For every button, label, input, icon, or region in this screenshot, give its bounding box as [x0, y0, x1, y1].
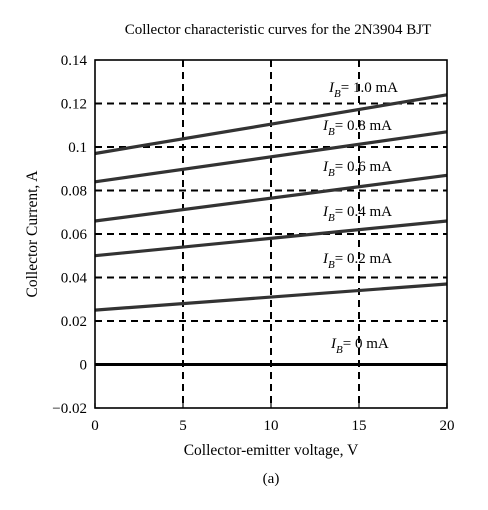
series-line	[94, 219, 448, 258]
y-tick-label: 0.12	[61, 97, 87, 113]
x-tick-label: 15	[352, 418, 367, 434]
series-line	[94, 93, 448, 156]
x-tick-label: 5	[179, 418, 187, 434]
y-tick-label: 0.06	[61, 227, 88, 243]
curve-labels: IB= 0 mA IB= 0.2 mA IB= 0.4 mA IB= 0.6 mA IB…	[322, 80, 398, 356]
series-line	[94, 130, 448, 184]
grid-lines	[95, 60, 447, 408]
y-axis-label: Collector Current, A	[24, 170, 41, 298]
y-axis-ticks: −0.02 0 0.02 0.04 0.06 0.08 0.1 0.12 0.14	[52, 53, 100, 417]
figure-caption: (a)	[263, 471, 280, 487]
y-tick-label: 0.02	[61, 314, 87, 330]
series-label: IB= 0.2 mA	[322, 251, 392, 271]
y-tick-label: −0.02	[52, 401, 87, 417]
x-tick-label: 20	[440, 418, 455, 434]
x-axis-ticks: 0 5 10 15 20	[91, 403, 455, 434]
series-label: IB= 1.0 mA	[328, 80, 398, 100]
series-label: IB= 0.4 mA	[322, 204, 392, 224]
chart-title: Collector characteristic curves for the …	[125, 22, 432, 38]
series-label: IB= 0.8 mA	[322, 118, 392, 138]
y-tick-label: 0.08	[61, 184, 87, 200]
series-line	[94, 282, 448, 312]
curve-group	[94, 93, 448, 366]
y-tick-label: 0.1	[68, 140, 87, 156]
series-line	[94, 173, 448, 223]
y-tick-label: 0.04	[61, 271, 88, 287]
series-label: IB= 0.6 mA	[322, 159, 392, 179]
y-tick-label: 0	[80, 358, 88, 374]
x-tick-label: 0	[91, 418, 99, 434]
x-tick-label: 10	[264, 418, 279, 434]
x-axis-label: Collector-emitter voltage, V	[184, 442, 359, 459]
series-label: IB= 0 mA	[330, 336, 389, 356]
y-tick-label: 0.14	[61, 53, 88, 69]
